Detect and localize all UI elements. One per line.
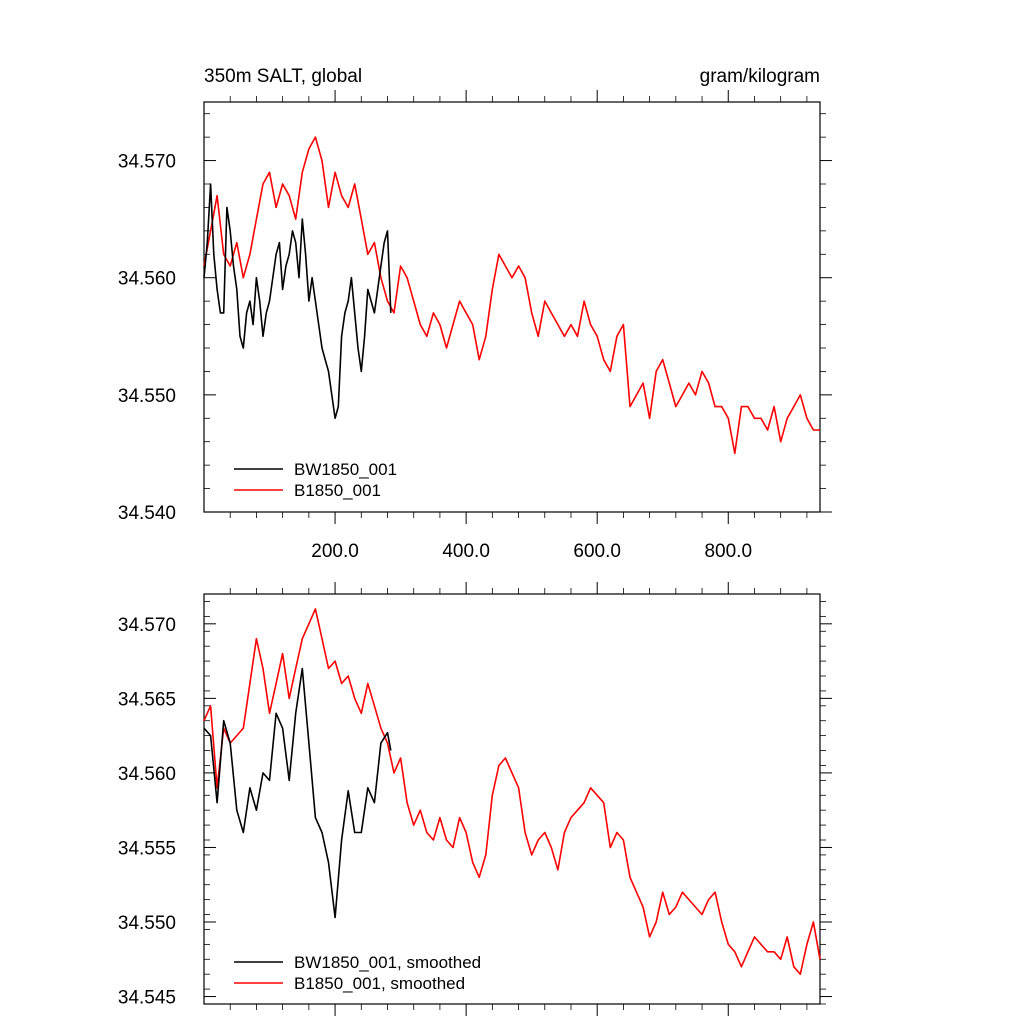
y-tick-label: 34.560 [118, 764, 176, 785]
y-tick-label: 34.540 [118, 503, 176, 524]
bottom-ticks: 34.545 34.550 34.555 34.560 34.565 34.570 [118, 582, 832, 1016]
y-tick-label: 34.565 [118, 689, 176, 710]
y-tick-label: 34.550 [118, 386, 176, 407]
legend-label-b1850: B1850_001 [294, 481, 381, 500]
x-tick-label: 400.0 [442, 541, 490, 562]
legend-label-bw1850: BW1850_001 [294, 460, 397, 479]
bottom-series-group [203, 608, 821, 976]
legend-label-bw1850-smoothed: BW1850_001, smoothed [294, 953, 481, 972]
top-legend: BW1850_001 B1850_001 [234, 460, 397, 500]
y-tick-label: 34.560 [118, 269, 176, 290]
series-line-bw1850-001 [203, 183, 392, 420]
series-line-b1850-001 [203, 136, 820, 455]
panel-bottom: 34.545 34.550 34.555 34.560 34.565 34.570 BW1… [118, 582, 832, 1016]
x-tick-label: 200.0 [311, 541, 359, 562]
top-plot-frame [203, 101, 821, 513]
top-panel-units: gram/kilogram [700, 66, 820, 87]
x-tick-label: 800.0 [704, 541, 752, 562]
top-series-group [203, 136, 820, 455]
bottom-legend: BW1850_001, smoothed B1850_001, smoothed [234, 953, 481, 993]
bottom-plot-frame [203, 593, 821, 1005]
top-ticks: 200.0 400.0 600.0 800.0 34.540 34.550 34.560 34… [118, 90, 832, 562]
y-tick-label: 34.550 [118, 913, 176, 934]
y-tick-label: 34.570 [118, 152, 176, 173]
panel-top: 350m SALT, global gram/kilogram 200.0 400… [118, 66, 832, 562]
y-tick-label: 34.545 [118, 988, 176, 1009]
top-panel-title: 350m SALT, global [204, 66, 362, 87]
y-tick-label: 34.570 [118, 615, 176, 636]
legend-label-b1850-smoothed: B1850_001, smoothed [294, 974, 465, 993]
series-line-b1850-001-smoothed [203, 608, 821, 976]
series-line-bw1850-001-smoothed [203, 667, 392, 919]
x-tick-label: 600.0 [573, 541, 621, 562]
y-tick-label: 34.555 [118, 838, 176, 859]
